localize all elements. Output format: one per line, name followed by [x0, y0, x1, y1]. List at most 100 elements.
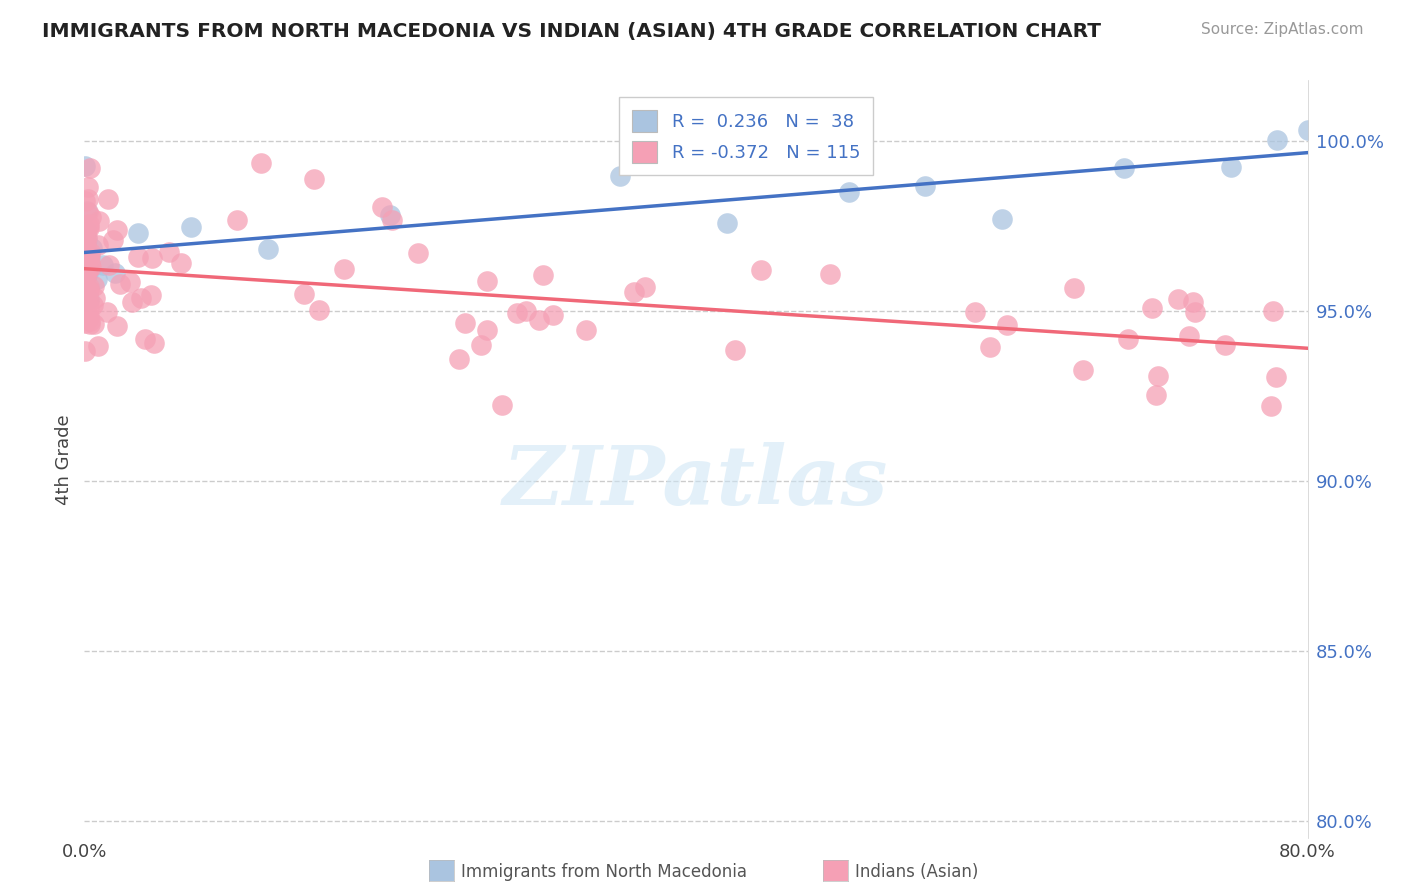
- Point: [77, 193, 100, 207]
- Point: [73, 239, 96, 253]
- Point: [76, 289, 98, 303]
- Point: [121, 295, 143, 310]
- Point: [73, 316, 96, 330]
- Point: [134, 332, 156, 346]
- Point: [180, 220, 202, 235]
- Point: [914, 178, 936, 193]
- Point: [103, 234, 125, 248]
- Point: [75, 281, 97, 295]
- Point: [80, 260, 103, 274]
- Point: [86, 238, 108, 252]
- Point: [76, 311, 98, 326]
- Point: [77, 283, 100, 297]
- Point: [82, 298, 104, 312]
- Point: [1220, 161, 1243, 175]
- Point: [1265, 370, 1288, 384]
- Point: [76, 265, 98, 279]
- Point: [73, 260, 96, 274]
- Point: [79, 314, 101, 328]
- Point: [257, 242, 280, 256]
- Point: [531, 268, 554, 282]
- Point: [1178, 329, 1201, 343]
- Point: [79, 221, 101, 235]
- Point: [225, 212, 247, 227]
- Text: Immigrants from North Macedonia: Immigrants from North Macedonia: [461, 863, 747, 881]
- Point: [75, 290, 97, 304]
- Point: [979, 340, 1001, 354]
- Point: [75, 285, 97, 299]
- Point: [716, 215, 738, 229]
- Legend: R =  0.236   N =  38, R = -0.372   N = 115: R = 0.236 N = 38, R = -0.372 N = 115: [620, 97, 873, 175]
- Point: [75, 289, 97, 303]
- Point: [1184, 304, 1206, 318]
- Point: [76, 253, 98, 268]
- Point: [96, 305, 118, 319]
- Point: [98, 258, 121, 272]
- Point: [76, 204, 98, 219]
- Point: [73, 229, 96, 244]
- Point: [75, 235, 97, 249]
- Point: [75, 344, 97, 359]
- Point: [1260, 400, 1282, 414]
- Point: [1071, 363, 1094, 377]
- Point: [77, 217, 100, 231]
- Point: [609, 169, 631, 183]
- Point: [91, 258, 114, 272]
- Point: [75, 260, 97, 275]
- Point: [75, 224, 97, 238]
- Point: [818, 267, 841, 281]
- Point: [1144, 387, 1167, 401]
- Point: [1181, 294, 1204, 309]
- Point: [574, 323, 596, 337]
- Point: [371, 200, 394, 214]
- Point: [77, 309, 100, 323]
- Point: [77, 250, 100, 264]
- Point: [76, 254, 98, 268]
- Point: [406, 246, 429, 260]
- Point: [89, 214, 111, 228]
- Point: [73, 285, 96, 299]
- Point: [108, 277, 131, 291]
- Point: [1116, 332, 1139, 346]
- Point: [127, 226, 149, 240]
- Point: [292, 287, 315, 301]
- Point: [75, 254, 97, 268]
- Point: [541, 308, 564, 322]
- Point: [333, 262, 356, 277]
- Point: [127, 250, 149, 264]
- Text: IMMIGRANTS FROM NORTH MACEDONIA VS INDIAN (ASIAN) 4TH GRADE CORRELATION CHART: IMMIGRANTS FROM NORTH MACEDONIA VS INDIA…: [42, 22, 1101, 41]
- Point: [77, 293, 100, 307]
- Point: [1114, 161, 1136, 176]
- Point: [77, 294, 100, 309]
- Point: [515, 303, 537, 318]
- Point: [991, 212, 1014, 227]
- Point: [80, 241, 103, 255]
- Point: [995, 318, 1018, 332]
- Point: [527, 313, 550, 327]
- Point: [477, 273, 499, 287]
- Point: [104, 266, 127, 280]
- Point: [447, 351, 470, 366]
- Point: [76, 220, 98, 235]
- Point: [491, 398, 513, 412]
- Point: [87, 339, 110, 353]
- Point: [1140, 301, 1163, 315]
- Point: [73, 234, 96, 248]
- Point: [79, 245, 101, 260]
- Point: [79, 254, 101, 268]
- Point: [1147, 369, 1170, 384]
- Point: [79, 161, 101, 175]
- Point: [141, 251, 163, 265]
- Point: [75, 293, 97, 308]
- Point: [838, 185, 860, 199]
- Point: [302, 172, 325, 186]
- Point: [1296, 123, 1319, 137]
- Point: [381, 213, 404, 227]
- Point: [506, 305, 529, 319]
- Point: [75, 302, 97, 317]
- Point: [1263, 304, 1285, 318]
- Point: [75, 269, 97, 284]
- Point: [129, 291, 152, 305]
- Point: [1063, 280, 1085, 294]
- Point: [76, 220, 98, 235]
